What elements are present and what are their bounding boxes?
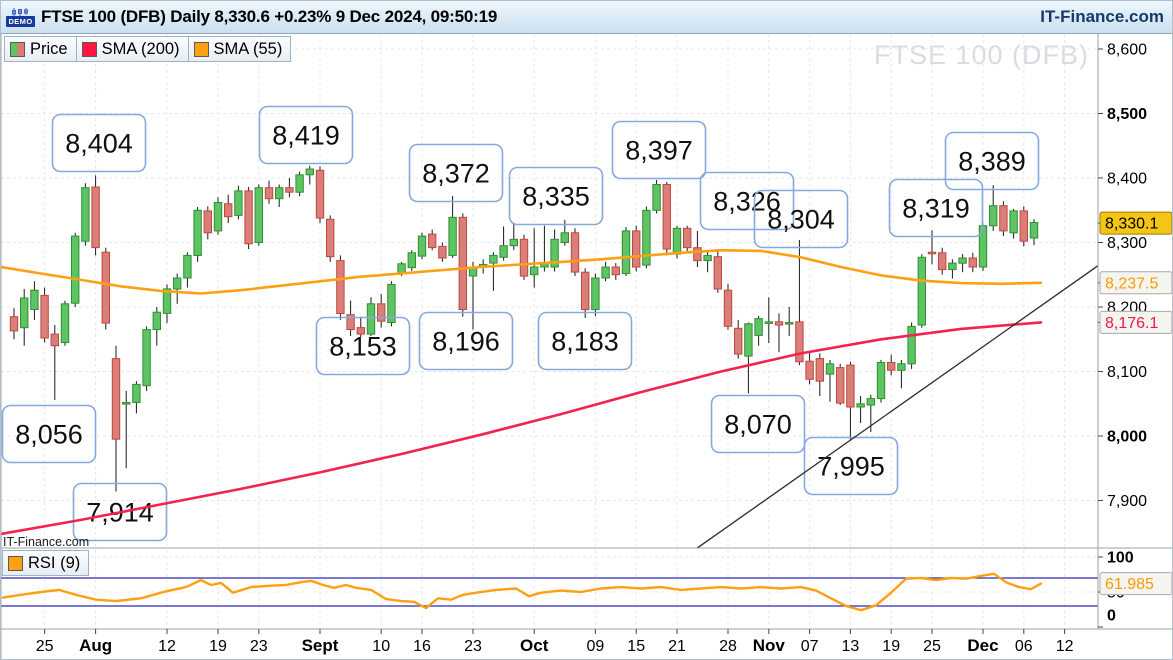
- legend-price-label: Price: [30, 39, 68, 58]
- svg-text:7,900: 7,900: [1107, 493, 1147, 510]
- svg-text:8,389: 8,389: [958, 147, 1026, 177]
- rsi-line: [1, 572, 1043, 612]
- svg-text:25: 25: [36, 638, 54, 655]
- svg-text:8,304: 8,304: [767, 205, 835, 235]
- svg-text:28: 28: [719, 638, 737, 655]
- svg-text:16: 16: [413, 638, 431, 655]
- demo-label: DEMO: [6, 15, 35, 27]
- svg-text:Oct: Oct: [520, 636, 549, 655]
- svg-text:8,100: 8,100: [1107, 364, 1147, 381]
- svg-text:06: 06: [1015, 638, 1033, 655]
- chart-watermark: FTSE 100 (DFB): [874, 40, 1089, 70]
- svg-text:Sept: Sept: [302, 636, 339, 655]
- footer-watermark: IT-Finance.com: [3, 535, 90, 549]
- svg-text:19: 19: [209, 638, 227, 655]
- pane-borders: [1, 34, 1172, 659]
- brand-logo: IT-Finance.com: [1040, 7, 1164, 26]
- legend-item-sma200[interactable]: SMA (200): [75, 36, 189, 62]
- svg-text:25: 25: [923, 638, 941, 655]
- sma55-line: [1, 248, 1043, 295]
- mini-candles-icon: [11, 7, 28, 16]
- legend-sma200-label: SMA (200): [101, 39, 180, 58]
- svg-text:8,237.5: 8,237.5: [1105, 275, 1158, 292]
- sma200-line: [1, 321, 1043, 536]
- price-pane-legend: Price SMA (200) SMA (55): [4, 36, 292, 62]
- svg-text:21: 21: [668, 638, 686, 655]
- svg-text:8,600: 8,600: [1107, 42, 1147, 59]
- candles-layer[interactable]: [9, 165, 1039, 492]
- trendline[interactable]: [696, 265, 1099, 549]
- svg-text:09: 09: [587, 638, 605, 655]
- svg-text:Aug: Aug: [79, 636, 112, 655]
- svg-text:8,319: 8,319: [902, 194, 970, 224]
- svg-text:8,397: 8,397: [625, 136, 693, 166]
- time-axis[interactable]: 25 Aug 12 19 23 Sept 10 16 23 Oct 09 15 21 28 Nov 07 13 1…: [36, 629, 1074, 655]
- svg-text:8,000: 8,000: [1107, 429, 1147, 446]
- svg-text:8,335: 8,335: [522, 182, 590, 212]
- svg-text:12: 12: [1056, 638, 1074, 655]
- header-bar: DEMO FTSE 100 (DFB) Daily 8,330.6 +0.23%…: [1, 1, 1172, 34]
- legend-item-rsi[interactable]: RSI (9): [2, 550, 90, 576]
- svg-text:8,400: 8,400: [1107, 171, 1147, 188]
- chart-title: FTSE 100 (DFB) Daily 8,330.6 +0.23% 9 De…: [41, 7, 498, 26]
- svg-text:8,176.1: 8,176.1: [1105, 315, 1158, 332]
- demo-badge: DEMO: [6, 7, 35, 27]
- svg-text:100: 100: [1107, 550, 1134, 567]
- svg-text:0: 0: [1107, 608, 1116, 625]
- svg-text:07: 07: [801, 638, 819, 655]
- price-marker: 8,330.1: [1099, 211, 1172, 235]
- svg-text:23: 23: [250, 638, 268, 655]
- price-marker: 8,176.1: [1099, 310, 1172, 334]
- svg-text:8,196: 8,196: [432, 327, 500, 357]
- legend-sma55-label: SMA (55): [213, 39, 283, 58]
- rsi-swatch-icon: [8, 555, 23, 571]
- price-marker: 8,237.5: [1099, 271, 1172, 295]
- svg-text:23: 23: [464, 638, 482, 655]
- legend-item-price[interactable]: Price: [4, 36, 77, 62]
- price-axis[interactable]: 8,6008,5008,4008,3008,2008,1008,0007,900…: [1098, 42, 1172, 628]
- svg-text:10: 10: [372, 638, 390, 655]
- sma55-swatch-icon: [193, 41, 209, 57]
- svg-text:8,419: 8,419: [272, 121, 340, 151]
- svg-text:8,330.1: 8,330.1: [1105, 216, 1158, 233]
- svg-text:8,300: 8,300: [1107, 235, 1147, 252]
- svg-text:61.985: 61.985: [1105, 576, 1154, 593]
- svg-text:8,326: 8,326: [713, 187, 781, 217]
- svg-text:Nov: Nov: [753, 636, 786, 655]
- svg-text:8,500: 8,500: [1107, 106, 1147, 123]
- svg-text:8,070: 8,070: [724, 410, 792, 440]
- rsi-pane-legend: RSI (9): [2, 550, 90, 576]
- svg-text:19: 19: [882, 638, 900, 655]
- sma200-swatch-icon: [81, 41, 97, 57]
- svg-text:12: 12: [158, 638, 176, 655]
- legend-rsi-label: RSI (9): [28, 553, 81, 572]
- svg-text:8,404: 8,404: [65, 129, 133, 159]
- svg-text:8,056: 8,056: [15, 420, 83, 450]
- legend-item-sma55[interactable]: SMA (55): [187, 36, 292, 62]
- svg-text:Dec: Dec: [967, 636, 998, 655]
- svg-text:15: 15: [627, 638, 645, 655]
- svg-text:13: 13: [842, 638, 860, 655]
- svg-text:7,995: 7,995: [817, 452, 885, 482]
- rsi-value-marker: 61.985: [1099, 572, 1172, 596]
- svg-text:8,153: 8,153: [329, 332, 397, 362]
- svg-text:8,372: 8,372: [422, 159, 490, 189]
- svg-text:8,183: 8,183: [551, 327, 619, 357]
- price-swatch-icon: [10, 41, 25, 57]
